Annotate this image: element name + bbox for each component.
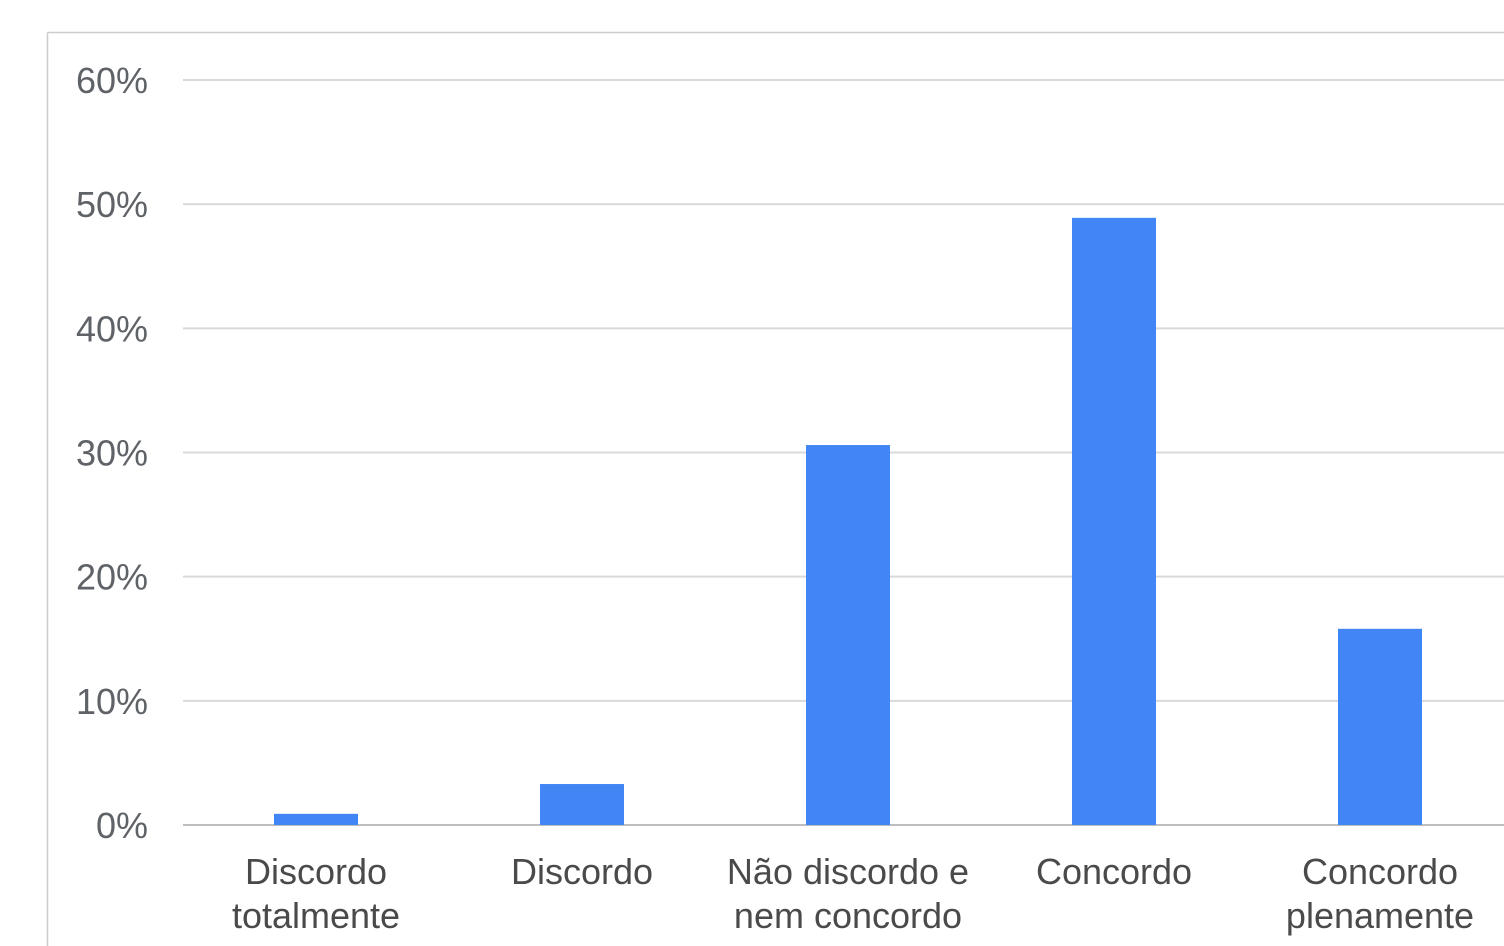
x-category-label-line: Concordo bbox=[1036, 851, 1192, 892]
x-category-label-line: Discordo bbox=[245, 851, 387, 892]
x-category-label: Concordo plenamente bbox=[1286, 851, 1474, 936]
y-tick-label: 20% bbox=[76, 557, 148, 598]
bar bbox=[274, 813, 358, 825]
x-category-label-line: plenamente bbox=[1286, 895, 1474, 936]
x-category-label-line: Discordo bbox=[511, 851, 653, 892]
bar bbox=[806, 445, 890, 825]
bar bbox=[540, 784, 624, 825]
bar bbox=[1338, 628, 1422, 825]
y-tick-label: 50% bbox=[76, 184, 148, 225]
chart-frame-layer bbox=[46, 31, 1504, 946]
y-tick-label: 0% bbox=[96, 805, 148, 846]
bar bbox=[1072, 217, 1156, 825]
x-category-label: Concordo bbox=[1036, 851, 1192, 892]
bars bbox=[274, 217, 1422, 825]
x-category-label-line: Não discordo e bbox=[727, 851, 969, 892]
y-tick-label: 40% bbox=[76, 308, 148, 349]
y-tick-label: 10% bbox=[76, 681, 148, 722]
x-category-label-line: nem concordo bbox=[734, 895, 962, 936]
y-tick-label: 60% bbox=[76, 60, 148, 101]
y-tick-label: 30% bbox=[76, 433, 148, 474]
x-category-label: Discordo bbox=[511, 851, 653, 892]
x-category-label: Discordo totalmente bbox=[232, 851, 400, 936]
y-axis-tick-labels: 0% 10% 20% 30% 40% 50% 60% bbox=[76, 60, 148, 846]
x-category-label: Não discordo e nem concordo bbox=[727, 851, 969, 936]
x-category-label-line: totalmente bbox=[232, 895, 400, 936]
x-category-label-line: Concordo bbox=[1302, 851, 1458, 892]
